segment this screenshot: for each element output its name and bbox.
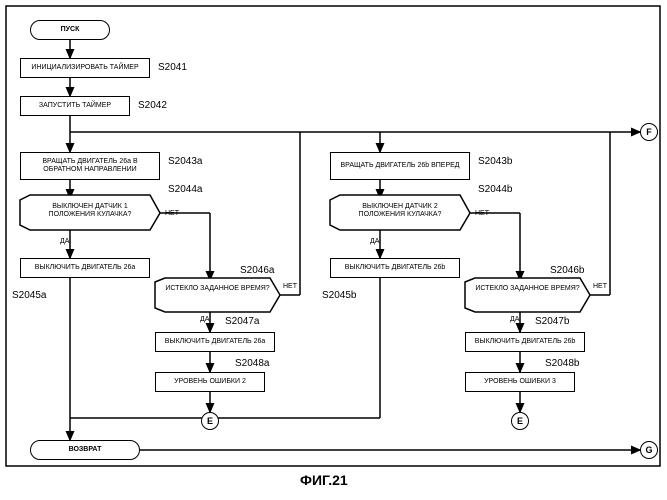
lbl-s2042: S2042 <box>138 100 167 111</box>
rotate-b-box: ВРАЩАТЬ ДВИГАТЕЛЬ 26b ВПЕРЕД <box>330 152 470 180</box>
figure-caption: ФИГ.21 <box>300 472 348 488</box>
start-timer-box: ЗАПУСТИТЬ ТАЙМЕР <box>20 96 130 116</box>
yes-a2: ДА <box>200 316 209 323</box>
lbl-s2043a: S2043a <box>168 156 202 167</box>
err2-box: УРОВЕНЬ ОШИБКИ 2 <box>155 372 265 392</box>
lbl-s2046b: S2046b <box>550 265 584 276</box>
lbl-s2046a: S2046a <box>240 265 274 276</box>
yes-b1: ДА <box>370 238 379 245</box>
lbl-s2043b: S2043b <box>478 156 512 167</box>
yes-b2: ДА <box>510 316 519 323</box>
lbl-s2048a: S2048a <box>235 358 269 369</box>
yes-a1: ДА <box>60 238 69 245</box>
lbl-s2045a: S2045a <box>12 290 46 301</box>
lbl-s2047b: S2047b <box>535 316 569 327</box>
lbl-s2048b: S2048b <box>545 358 579 369</box>
off-b1-box: ВЫКЛЮЧИТЬ ДВИГАТЕЛЬ 26b <box>330 258 460 278</box>
time-a-decision: ИСТЕКЛО ЗАДАННОЕ ВРЕМЯ? <box>165 285 270 293</box>
lbl-s2041: S2041 <box>158 62 187 73</box>
no-b1: НЕТ <box>475 210 489 217</box>
lbl-s2045b: S2045b <box>322 290 356 301</box>
return-terminal: ВОЗВРАТ <box>30 440 140 460</box>
lbl-s2047a: S2047a <box>225 316 259 327</box>
init-timer-box: ИНИЦИАЛИЗИРОВАТЬ ТАЙМЕР <box>20 58 150 78</box>
connector-g: G <box>640 441 658 459</box>
no-b2: НЕТ <box>593 283 607 290</box>
time-b-decision: ИСТЕКЛО ЗАДАННОЕ ВРЕМЯ? <box>475 285 580 293</box>
rotate-a-box: ВРАЩАТЬ ДВИГАТЕЛЬ 26a В ОБРАТНОМ НАПРАВЛ… <box>20 152 160 180</box>
sensor-a-decision: ВЫКЛЮЧЕН ДАТЧИК 1 ПОЛОЖЕНИЯ КУЛАЧКА? <box>30 203 150 218</box>
connector-f: F <box>640 123 658 141</box>
no-a2: НЕТ <box>283 283 297 290</box>
off-a2-box: ВЫКЛЮЧИТЬ ДВИГАТЕЛЬ 26a <box>155 332 275 352</box>
lbl-s2044a: S2044a <box>168 184 202 195</box>
lbl-s2044b: S2044b <box>478 184 512 195</box>
err3-box: УРОВЕНЬ ОШИБКИ 3 <box>465 372 575 392</box>
connector-e-right: E <box>511 412 529 430</box>
off-b2-box: ВЫКЛЮЧИТЬ ДВИГАТЕЛЬ 26b <box>465 332 585 352</box>
sensor-b-decision: ВЫКЛЮЧЕН ДАТЧИК 2 ПОЛОЖЕНИЯ КУЛАЧКА? <box>340 203 460 218</box>
connector-e-left: E <box>201 412 219 430</box>
start-terminal: ПУСК <box>30 20 110 40</box>
no-a1: НЕТ <box>165 210 179 217</box>
off-a1-box: ВЫКЛЮЧИТЬ ДВИГАТЕЛЬ 26a <box>20 258 150 278</box>
